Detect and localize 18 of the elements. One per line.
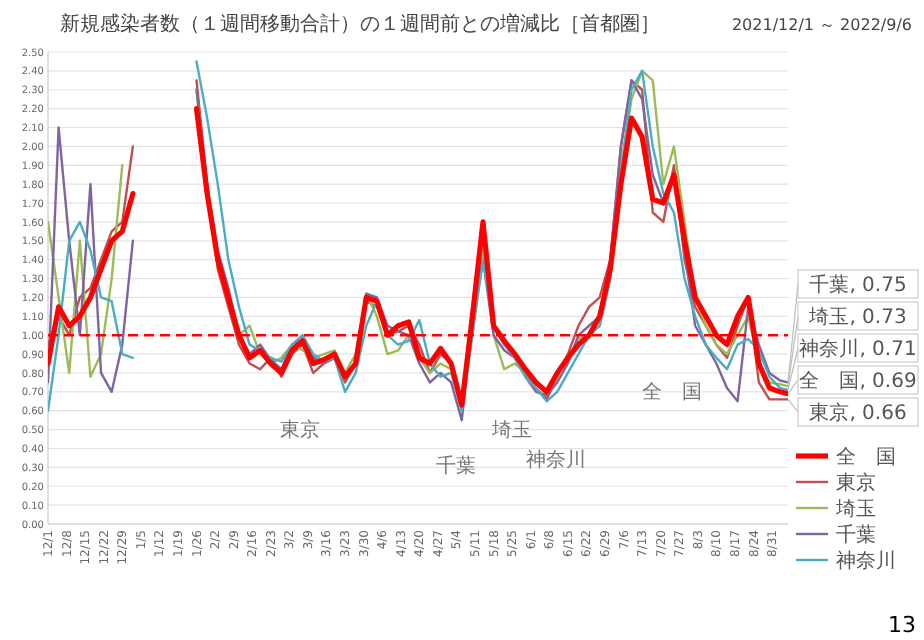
annotation: 神奈川 bbox=[526, 448, 586, 472]
annotation: 千葉, 0.75 bbox=[809, 273, 907, 297]
annotation: 全 国, 0.69 bbox=[799, 369, 917, 393]
annotation: 千葉 bbox=[436, 454, 476, 478]
text: 13 bbox=[888, 612, 916, 638]
text: 2021/12/1 ～ 2022/9/6 bbox=[731, 16, 912, 34]
annotation: 東京, 0.66 bbox=[809, 401, 907, 425]
annotation: 東京 bbox=[280, 418, 320, 442]
annotation: 神奈川, 0.71 bbox=[799, 337, 917, 361]
legend-label: 埼玉 bbox=[834, 497, 876, 521]
annotation: 埼玉, 0.73 bbox=[807, 305, 907, 329]
annotation: 全 国 bbox=[642, 380, 702, 404]
legend-label: 千葉 bbox=[836, 523, 876, 547]
legend-label: 全 国 bbox=[836, 445, 896, 469]
legend-label: 東京 bbox=[836, 471, 876, 495]
legend-label: 神奈川 bbox=[836, 549, 896, 573]
annotation: 埼玉 bbox=[490, 418, 532, 442]
chart-title: 新規感染者数（１週間移動合計）の１週間前との増減比［首都圏］ bbox=[60, 12, 660, 36]
